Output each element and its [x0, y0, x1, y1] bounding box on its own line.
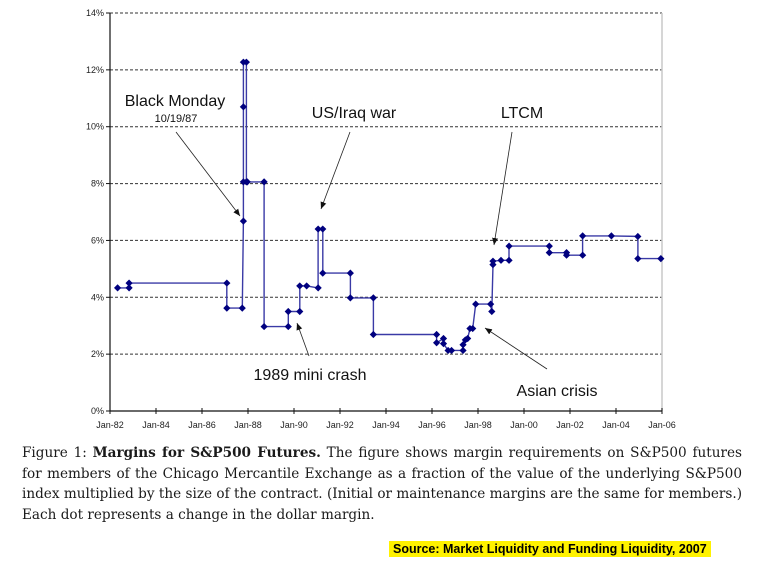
gridlines: [110, 12, 662, 355]
x-tick-label: Jan-96: [418, 420, 446, 430]
data-point: [489, 257, 497, 265]
x-tick-label: Jan-88: [234, 420, 262, 430]
data-point: [239, 217, 247, 225]
data-point: [223, 304, 231, 312]
data-point: [223, 279, 231, 287]
data-point: [562, 251, 571, 259]
data-point: [238, 304, 246, 312]
y-tick-label: 2%: [91, 349, 104, 359]
data-point: [125, 279, 133, 287]
x-tick-label: Jan-92: [326, 420, 354, 430]
data-point: [260, 178, 268, 186]
x-tick-label: Jan-06: [648, 420, 676, 430]
y-tick-label: 12%: [86, 65, 104, 75]
data-point: [579, 251, 587, 259]
data-point: [296, 307, 304, 316]
data-point: [439, 334, 448, 343]
data-point: [439, 340, 448, 348]
data-point: [545, 249, 553, 257]
y-tick-label: 6%: [91, 235, 104, 245]
data-point: [488, 307, 496, 316]
x-tick-label: Jan-94: [372, 420, 400, 430]
data-point: [346, 294, 354, 302]
data-point: [447, 346, 456, 355]
caption-figure-label: Figure 1:: [22, 445, 87, 461]
arrow-1989-mini-crash: [296, 322, 310, 357]
axes: 0% 2% 4% 6% 8% 10% 12% 14% Jan-82 Jan-84 Jan-86 Jan…: [86, 8, 676, 430]
data-point: [369, 294, 377, 302]
data-point: [472, 300, 480, 308]
x-tick-label: Jan-90: [280, 420, 308, 430]
x-tick-label: Jan-02: [556, 420, 584, 430]
data-point: [433, 339, 441, 347]
data-point: [314, 225, 322, 233]
x-tick-label: Jan-82: [96, 420, 124, 430]
data-point: [459, 346, 467, 355]
data-point: [545, 242, 553, 250]
x-tick-label: Jan-86: [188, 420, 216, 430]
caption-body: The figure shows margin requirements on …: [22, 445, 742, 523]
data-point: [369, 330, 377, 339]
y-tick-label: 14%: [86, 8, 104, 18]
data-point: [505, 242, 513, 250]
data-point: [239, 103, 247, 111]
data-point: [125, 284, 133, 292]
x-tick-label: Jan-84: [142, 420, 170, 430]
data-point: [487, 300, 495, 308]
data-point: [346, 269, 354, 277]
y-tick-label: 8%: [91, 179, 104, 189]
arrow-black-monday: [175, 131, 241, 217]
data-point: [634, 255, 642, 263]
data-point: [260, 322, 268, 331]
annotation-us-iraq-war: US/Iraq war: [312, 105, 397, 122]
data-point: [113, 284, 122, 292]
caption-title: Margins for S&P500 Futures.: [92, 445, 321, 461]
data-point: [607, 232, 615, 240]
annotation-ltcm: LTCM: [501, 105, 543, 122]
x-tick-label: Jan-98: [464, 420, 492, 430]
data-point: [319, 225, 327, 233]
data-point: [319, 269, 327, 277]
annotation-black-monday: Black Monday: [125, 93, 226, 110]
annotations: Black Monday 10/19/87 US/Iraq war LTCM 1…: [125, 93, 598, 400]
annotation-asian-crisis: Asian crisis: [517, 383, 598, 400]
source-note: Source: Market Liquidity and Funding Liq…: [389, 541, 711, 557]
data-point: [242, 58, 250, 66]
arrow-ltcm: [492, 131, 513, 246]
data-point: [497, 256, 505, 264]
data-point: [469, 324, 477, 333]
x-tick-label: Jan-00: [510, 420, 538, 430]
x-tick-label: Jan-04: [602, 420, 630, 430]
arrow-us-iraq-war: [320, 131, 351, 210]
data-point: [284, 322, 292, 331]
data-point: [284, 307, 292, 316]
figure-caption: Figure 1: Margins for S&P500 Futures. Th…: [22, 443, 742, 525]
annotation-black-monday-date: 10/19/87: [155, 113, 198, 125]
annotation-1989-mini-crash: 1989 mini crash: [254, 367, 367, 384]
arrow-asian-crisis: [484, 327, 548, 370]
data-point: [296, 282, 304, 290]
data-point: [314, 284, 322, 292]
data-point: [634, 232, 642, 241]
data-point: [461, 336, 469, 344]
y-tick-label: 4%: [91, 292, 104, 302]
data-point: [303, 282, 311, 290]
y-tick-label: 10%: [86, 122, 104, 132]
data-point: [657, 255, 665, 263]
series-margin: [113, 58, 665, 355]
data-point: [433, 330, 441, 339]
data-point: [579, 232, 587, 240]
y-tick-label: 0%: [91, 406, 104, 416]
data-point: [464, 334, 472, 343]
data-point: [505, 256, 513, 264]
data-point: [243, 178, 251, 186]
margins-chart: 0% 2% 4% 6% 8% 10% 12% 14% Jan-82 Jan-84 Jan-86 Jan…: [86, 8, 676, 430]
data-point: [459, 341, 467, 349]
